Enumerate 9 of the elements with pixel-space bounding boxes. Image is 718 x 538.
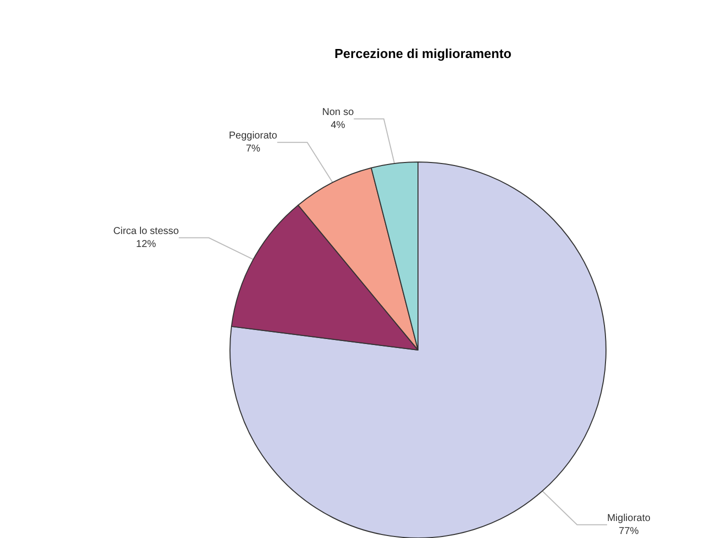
- data-label: 4%: [330, 120, 346, 131]
- slice-label: Non so: [322, 106, 354, 118]
- chart-title: Percezione di miglioramento: [334, 46, 512, 61]
- slice-label: Peggiorato: [228, 130, 278, 142]
- data-label: 12%: [136, 238, 156, 250]
- slice-label: Circa lo stesso: [113, 226, 180, 237]
- data-label: 77%: [618, 526, 639, 537]
- slice-label: Migliorato: [607, 512, 651, 524]
- data-label: 7%: [246, 143, 260, 154]
